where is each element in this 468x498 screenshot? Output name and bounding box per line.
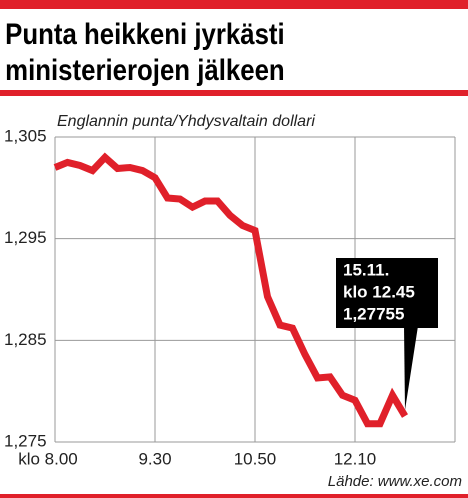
y-tick-label: 1,305 <box>4 126 47 145</box>
annotation-text: klo 12.45 <box>343 282 415 301</box>
annotation-pointer <box>404 326 418 411</box>
y-tick-label: 1,275 <box>4 431 47 450</box>
bottom-bar <box>0 494 468 498</box>
x-tick-label: 9.30 <box>138 449 171 468</box>
chart-title: Punta heikkeni jyrkästi <box>5 17 285 50</box>
source: Lähde: www.xe.com <box>328 473 462 490</box>
annotation-text: 15.11. <box>343 260 389 279</box>
annotation-box <box>336 258 438 328</box>
x-tick-label: klo 8.00 <box>18 449 78 468</box>
chart-subtitle: Englannin punta/Yhdysvaltain dollari <box>57 113 315 130</box>
chart-title: ministerierojen jälkeen <box>5 53 285 86</box>
y-tick-label: 1,295 <box>4 228 47 247</box>
top-bar <box>0 0 468 9</box>
annotation-text: 1,27755 <box>343 304 404 323</box>
y-tick-label: 1,285 <box>4 330 47 349</box>
x-tick-label: 10.50 <box>234 449 277 468</box>
title-bar <box>0 90 468 96</box>
line <box>53 152 409 428</box>
x-tick-label: 12.10 <box>334 449 377 468</box>
